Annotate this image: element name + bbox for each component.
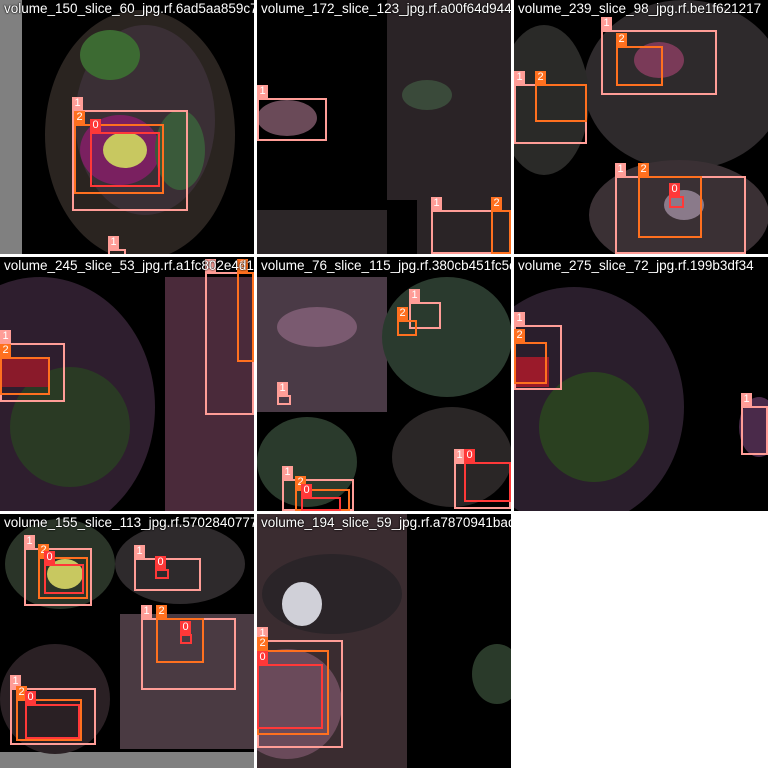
- annotation-box: 1: [134, 545, 201, 591]
- annotation-box: 0: [180, 621, 192, 644]
- mri-scan-image: [0, 257, 254, 511]
- annotation-box: 2: [237, 259, 254, 362]
- class-label: 2: [397, 307, 408, 320]
- class-label: 1: [257, 85, 268, 98]
- annotation-box: 0: [155, 556, 169, 579]
- class-label: 1: [24, 535, 35, 548]
- class-label: 1: [282, 466, 293, 479]
- annotation-box: 2: [514, 329, 547, 384]
- class-label: 1: [10, 675, 21, 688]
- class-label: 1: [601, 17, 612, 30]
- annotation-box: 1: [10, 675, 96, 745]
- annotation-box: 2: [616, 33, 663, 86]
- class-label: 2: [74, 111, 85, 124]
- mri-scan-image: [514, 257, 768, 511]
- annotation-box: 2: [0, 344, 50, 395]
- class-label: 1: [134, 545, 145, 558]
- class-label: 1: [277, 382, 288, 395]
- annotation-box: 0: [257, 651, 323, 729]
- class-label: 0: [669, 183, 680, 196]
- annotation-box: 2: [74, 111, 164, 194]
- tile-filename: volume_155_slice_113_jpg.rf.5702840777f0…: [4, 515, 254, 530]
- annotation-box: 2: [156, 605, 204, 663]
- annotation-box: 0: [90, 119, 160, 187]
- annotation-box: 1: [601, 17, 717, 95]
- class-label: 2: [16, 686, 27, 699]
- class-label: 0: [257, 651, 268, 664]
- mri-scan-image: [257, 257, 511, 511]
- class-label: 1: [108, 236, 119, 249]
- class-label: 0: [464, 449, 475, 462]
- annotation-box: 2: [16, 686, 82, 741]
- class-label: 0: [155, 556, 166, 569]
- class-label: 1: [257, 627, 268, 640]
- annotation-box: 0: [464, 449, 511, 502]
- class-label: 0: [44, 551, 55, 564]
- mri-scan-image: [514, 0, 768, 254]
- class-label: 1: [72, 97, 83, 110]
- annotation-box: 1: [72, 97, 188, 211]
- image-tile: volume_172_slice_123_jpg.rf.a00f64d94486…: [257, 0, 511, 254]
- image-tile: volume_155_slice_113_jpg.rf.5702840777f0…: [0, 514, 254, 768]
- image-tile: volume_76_slice_115_jpg.rf.380cb451fc5dd…: [257, 257, 511, 511]
- class-label: 1: [141, 605, 152, 618]
- annotation-box: 1: [277, 382, 291, 405]
- tile-filename: volume_172_slice_123_jpg.rf.a00f64d94486…: [261, 1, 511, 16]
- class-label: 2: [38, 544, 49, 557]
- class-label: 2: [514, 329, 525, 342]
- class-label: 1: [0, 330, 11, 343]
- class-label: 1: [615, 163, 626, 176]
- annotation-box: 2: [38, 544, 88, 599]
- class-label: 1: [514, 71, 525, 84]
- class-label: 2: [535, 71, 546, 84]
- class-label: 0: [301, 484, 312, 497]
- annotation-box: 0: [44, 551, 84, 594]
- annotation-box: 1: [257, 85, 327, 141]
- class-label: 1: [514, 312, 525, 325]
- tile-filename: volume_245_slice_53_jpg.rf.a1fc802e4d1ff…: [4, 258, 254, 273]
- image-tile: volume_245_slice_53_jpg.rf.a1fc802e4d1ff…: [0, 257, 254, 511]
- annotation-box: 1: [24, 535, 92, 606]
- image-tile: volume_150_slice_60_jpg.rf.6ad5aa859c7dc…: [0, 0, 254, 254]
- annotation-box: 2: [491, 197, 511, 254]
- class-label: 1: [409, 289, 420, 302]
- annotation-box: 2: [638, 163, 702, 238]
- class-label: 2: [616, 33, 627, 46]
- class-label: 0: [90, 119, 101, 132]
- class-label: 1: [454, 449, 465, 462]
- image-tile: volume_239_slice_98_jpg.rf.be1f621217 1 …: [514, 0, 768, 254]
- class-label: 2: [0, 344, 11, 357]
- class-label: 1: [205, 259, 216, 272]
- tile-filename: volume_239_slice_98_jpg.rf.be1f621217: [518, 1, 762, 16]
- image-tile: volume_194_slice_59_jpg.rf.a7870941bad9a…: [257, 514, 511, 768]
- annotation-box: 1: [409, 289, 441, 329]
- class-label: 1: [741, 393, 752, 406]
- annotation-box: 2: [535, 71, 587, 122]
- class-label: 2: [257, 637, 268, 650]
- tile-filename: volume_76_slice_115_jpg.rf.380cb451fc5dd…: [261, 258, 511, 273]
- class-label: 2: [156, 605, 167, 618]
- annotation-box: 0: [669, 183, 684, 208]
- class-label: 0: [25, 691, 36, 704]
- class-label: 1: [431, 197, 442, 210]
- tile-filename: volume_194_slice_59_jpg.rf.a7870941bad9a: [261, 515, 511, 530]
- annotation-box: 0: [25, 691, 80, 739]
- class-label: 2: [237, 259, 248, 272]
- annotation-box: 0: [301, 484, 341, 511]
- tile-filename: volume_275_slice_72_jpg.rf.199b3df34: [518, 258, 754, 273]
- annotation-box: 1: [108, 236, 126, 254]
- class-label: 2: [491, 197, 502, 210]
- annotation-box: 2: [397, 307, 417, 336]
- class-label: 2: [295, 476, 306, 489]
- image-tile: volume_275_slice_72_jpg.rf.199b3df34 1 2…: [514, 257, 768, 511]
- tile-filename: volume_150_slice_60_jpg.rf.6ad5aa859c7dc…: [4, 1, 254, 16]
- class-label: 0: [180, 621, 191, 634]
- class-label: 2: [638, 163, 649, 176]
- annotation-box: 1: [741, 393, 768, 455]
